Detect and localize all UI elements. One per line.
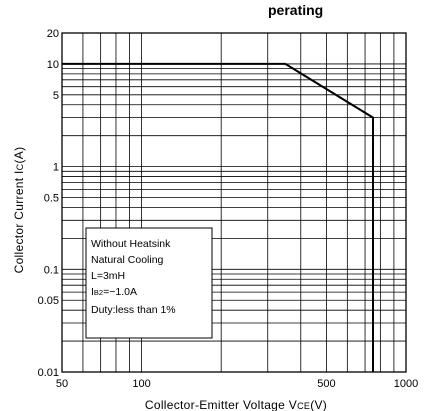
y-axis-label: Collector Current IC(A) <box>12 147 26 274</box>
plot-frame <box>61 32 407 373</box>
x-tick-label: 50 <box>56 378 68 390</box>
y-tick-label: 0.5 <box>44 193 59 205</box>
annotation-box: Without Heatsink Natural Cooling L=3mH I… <box>85 227 213 339</box>
annotation-inductance: L=3mH <box>91 270 125 282</box>
x-tick-label: 100 <box>132 378 150 390</box>
chart-title: perating <box>268 2 323 18</box>
y-tick-label: 1 <box>53 162 59 174</box>
y-tick-label: 5 <box>53 90 59 102</box>
y-tick-label: 0.1 <box>44 264 59 276</box>
y-tick-label: 20 <box>47 28 59 40</box>
annotation-frame <box>85 227 213 339</box>
annotation-duty: Duty:less than 1% <box>91 304 176 316</box>
y-tick-labels: 20 10 5 1 0.5 0.1 0.05 0.01 <box>38 28 59 379</box>
x-tick-labels: 50 100 500 1000 <box>56 378 418 390</box>
y-tick-label: 0.01 <box>38 367 59 379</box>
y-tick-label: 0.05 <box>38 295 59 307</box>
x-tick-label: 500 <box>317 378 335 390</box>
soa-boundary-line <box>62 62 374 372</box>
grid-lines <box>62 33 406 372</box>
annotation-base-current: IB2=−1.0A <box>91 286 137 298</box>
y-tick-label: 10 <box>47 59 59 71</box>
annotation-heatsink: Without Heatsink <box>91 238 171 250</box>
x-tick-label: 1000 <box>394 378 418 390</box>
x-axis-label: Collector-Emitter Voltage VCE(V) <box>145 398 327 411</box>
annotation-cooling: Natural Cooling <box>91 254 164 266</box>
